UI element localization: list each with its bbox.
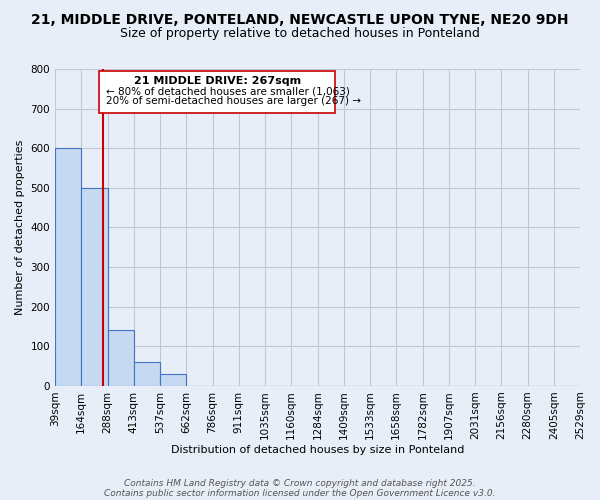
Bar bbox=[134, 362, 160, 386]
Text: Contains public sector information licensed under the Open Government Licence v3: Contains public sector information licen… bbox=[104, 488, 496, 498]
Text: 21, MIDDLE DRIVE, PONTELAND, NEWCASTLE UPON TYNE, NE20 9DH: 21, MIDDLE DRIVE, PONTELAND, NEWCASTLE U… bbox=[31, 12, 569, 26]
Bar bbox=[107, 330, 134, 386]
Bar bbox=[81, 188, 107, 386]
Text: 21 MIDDLE DRIVE: 267sqm: 21 MIDDLE DRIVE: 267sqm bbox=[134, 76, 301, 86]
Y-axis label: Number of detached properties: Number of detached properties bbox=[15, 140, 25, 315]
Text: Size of property relative to detached houses in Ponteland: Size of property relative to detached ho… bbox=[120, 28, 480, 40]
Text: 20% of semi-detached houses are larger (267) →: 20% of semi-detached houses are larger (… bbox=[106, 96, 361, 106]
X-axis label: Distribution of detached houses by size in Ponteland: Distribution of detached houses by size … bbox=[171, 445, 464, 455]
Text: Contains HM Land Registry data © Crown copyright and database right 2025.: Contains HM Land Registry data © Crown c… bbox=[124, 478, 476, 488]
Text: ← 80% of detached houses are smaller (1,063): ← 80% of detached houses are smaller (1,… bbox=[106, 86, 350, 96]
FancyBboxPatch shape bbox=[99, 71, 335, 112]
Bar bbox=[160, 374, 186, 386]
Bar bbox=[55, 148, 81, 386]
